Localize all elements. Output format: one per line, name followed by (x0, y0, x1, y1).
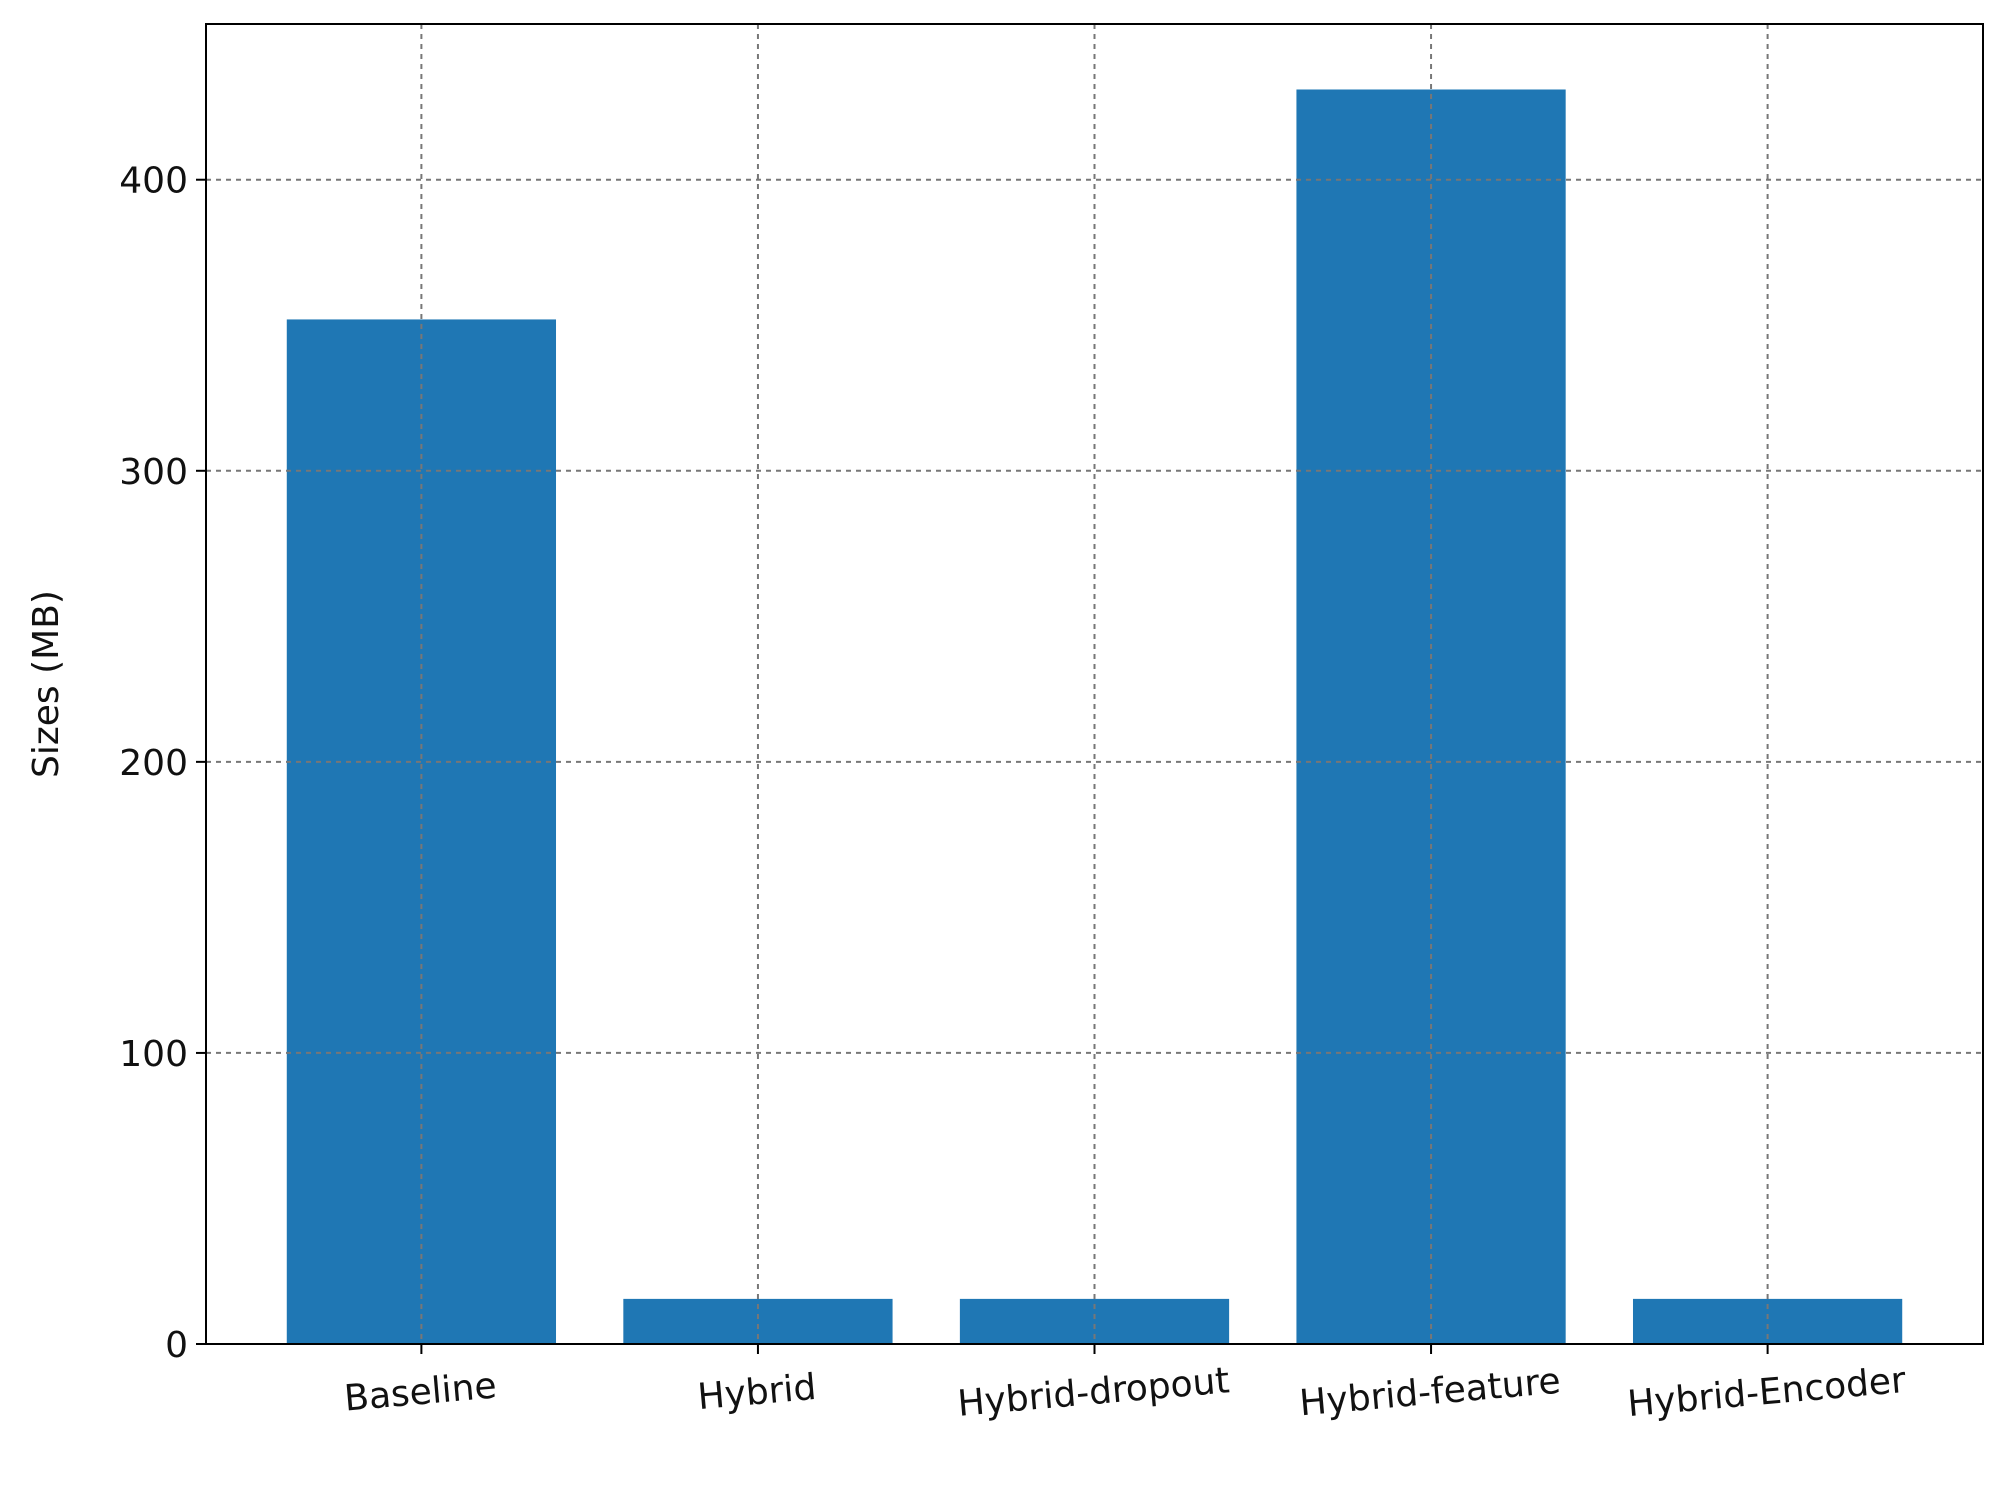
x-tick-label: Baseline (343, 1365, 499, 1419)
y-tick-label: 300 (119, 452, 188, 493)
y-tick-label: 200 (119, 743, 188, 784)
x-tick-label: Hybrid-Encoder (1626, 1360, 1908, 1425)
x-tick-label: Hybrid-feature (1298, 1361, 1562, 1425)
y-axis-label: Sizes (MB) (26, 590, 67, 778)
plot-frame (205, 23, 1984, 1345)
x-tick-label: Hybrid-dropout (956, 1360, 1231, 1425)
x-tick-label: Hybrid (696, 1367, 818, 1418)
y-tick-label: 400 (119, 161, 188, 202)
y-tick-label: 0 (165, 1325, 188, 1366)
bar (286, 319, 557, 1344)
y-tick-label: 100 (119, 1034, 188, 1075)
